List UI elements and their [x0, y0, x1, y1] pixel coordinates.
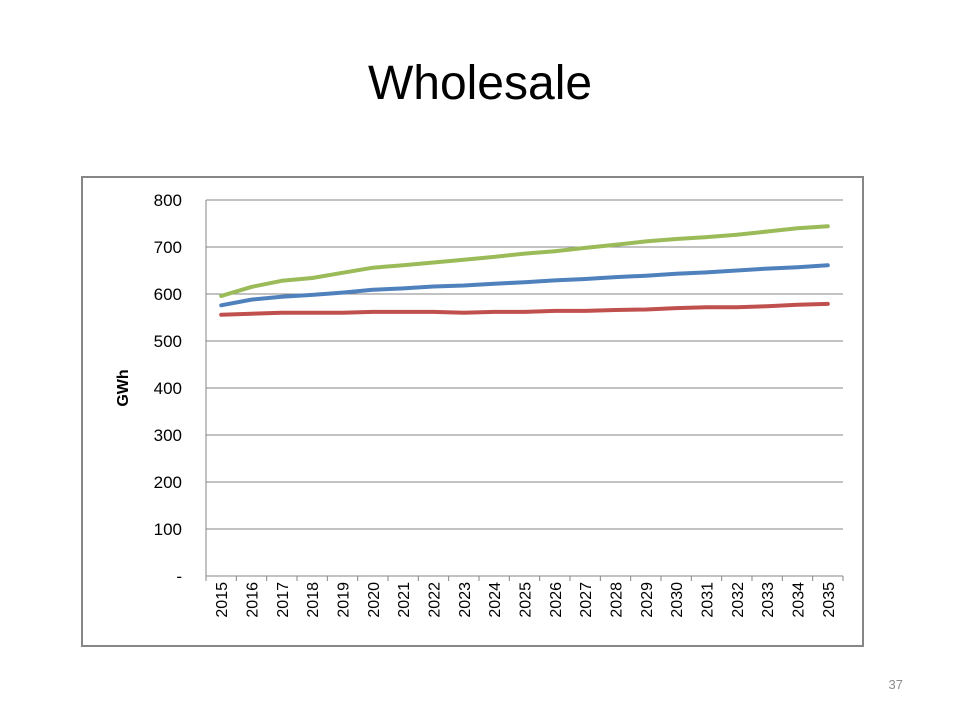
- y-tick-label: -: [176, 567, 182, 586]
- x-tick-label: 2030: [669, 582, 686, 618]
- x-tick-label: 2032: [730, 582, 747, 618]
- y-tick-label: 100: [154, 520, 182, 539]
- x-tick-label: 2024: [487, 582, 504, 618]
- x-tick-label: 2034: [791, 582, 808, 618]
- y-tick-label: 200: [154, 473, 182, 492]
- x-tick-label: 2035: [821, 582, 838, 618]
- x-tick-label: 2023: [457, 582, 474, 618]
- x-tick-label: 2021: [396, 582, 413, 618]
- line-chart: - 100 200 300 400 500 600 700 800 2015 2016 2017 201…: [115, 191, 844, 618]
- x-tick-label: 2029: [639, 582, 656, 618]
- y-axis-title: GWh: [115, 369, 132, 406]
- series-line-3: [219, 301, 830, 317]
- x-tick-label: 2017: [275, 582, 292, 618]
- slide-title: Wholesale: [367, 57, 593, 110]
- series-line-1: [219, 224, 830, 298]
- y-tick-label: 800: [154, 191, 182, 210]
- x-tick-label: 2022: [427, 582, 444, 618]
- y-tick-label: 700: [154, 238, 182, 257]
- x-tick-label: 2031: [700, 582, 717, 618]
- x-tick-label: 2027: [578, 582, 595, 618]
- page-number: 37: [888, 677, 903, 692]
- y-tick-label: 600: [154, 285, 182, 304]
- y-tick-label: 300: [154, 426, 182, 445]
- x-tick-label: 2019: [336, 582, 353, 618]
- y-tick-label: 500: [154, 332, 182, 351]
- x-tick-label: 2016: [245, 582, 262, 618]
- x-tick-label: 2033: [760, 582, 777, 618]
- chart-frame: - 100 200 300 400 500 600 700 800 2015 2016 2017 201…: [81, 176, 864, 647]
- x-tick-label: 2025: [518, 582, 535, 618]
- x-tick-label: 2018: [305, 582, 322, 618]
- y-tick-label: 400: [154, 379, 182, 398]
- x-tick-label: 2026: [548, 582, 565, 618]
- series-line-2: [219, 263, 830, 308]
- x-tick-label: 2028: [609, 582, 626, 618]
- x-tick-label: 2020: [366, 582, 383, 618]
- x-tick-label: 2015: [214, 582, 231, 618]
